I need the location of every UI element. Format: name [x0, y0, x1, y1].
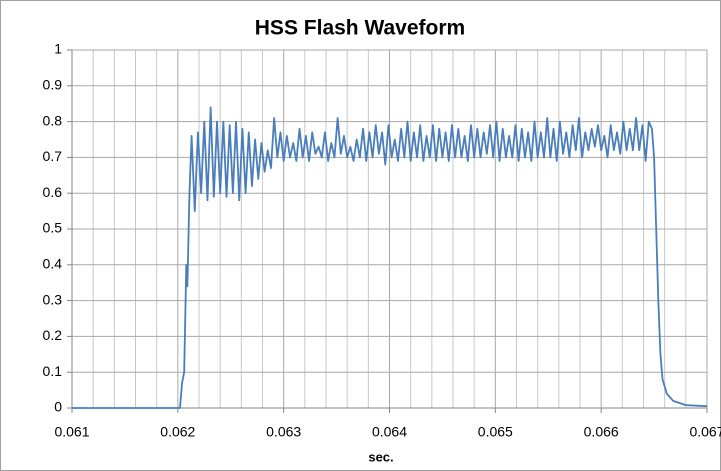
y-tick-label: 0.7: [43, 148, 63, 164]
y-tick-label: 0: [54, 399, 62, 415]
y-tick-label: 1: [54, 41, 62, 57]
y-tick-label: 0.8: [43, 112, 63, 128]
x-tick-label: 0.062: [160, 424, 195, 440]
y-tick-label: 0.3: [43, 291, 63, 307]
y-tick-label: 0.4: [43, 256, 63, 272]
x-tick-label: 0.061: [54, 424, 89, 440]
chart-title: HSS Flash Waveform: [255, 17, 465, 40]
x-tick-label: 0.063: [266, 424, 301, 440]
x-tick-label: 0.066: [584, 424, 619, 440]
data-line: [72, 106, 708, 409]
y-tick-label: 0.6: [43, 184, 63, 200]
y-tick-label: 0.2: [43, 327, 63, 343]
x-tick-label: 0.065: [478, 424, 513, 440]
y-tick-label: 0.5: [43, 220, 63, 236]
y-tick-label: 0.1: [43, 363, 63, 379]
x-axis-label: sec.: [368, 449, 393, 464]
x-tick-label: 0.067: [689, 424, 721, 440]
x-tick-label: 0.064: [372, 424, 407, 440]
y-tick-label: 0.9: [43, 77, 63, 93]
